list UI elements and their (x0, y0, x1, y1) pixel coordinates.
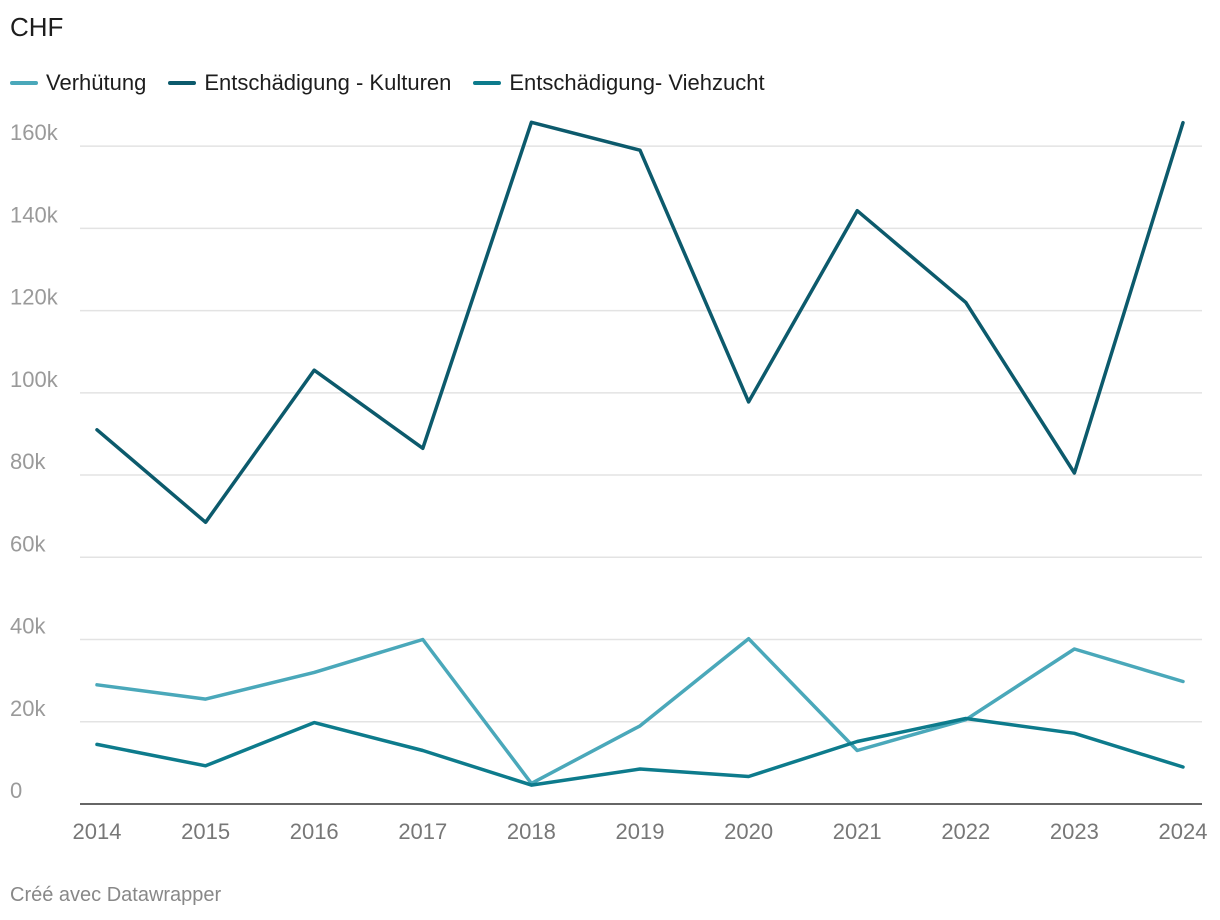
series-line-2 (95, 716, 1185, 787)
legend-item-viehzucht: Entschädigung- Viehzucht (473, 70, 765, 96)
legend-label-viehzucht: Entschädigung- Viehzucht (509, 70, 765, 95)
y-tick-label-40000: 40k (10, 614, 46, 639)
x-tick-label-2016: 2016 (290, 819, 339, 844)
legend-swatch-kulturen (168, 81, 197, 85)
y-tick-label-120000: 120k (10, 285, 59, 310)
x-tick-label-2024: 2024 (1159, 819, 1208, 844)
series-line-0 (95, 636, 1185, 786)
legend-item-kulturen: Entschädigung - Kulturen (168, 70, 451, 96)
x-tick-label-2015: 2015 (181, 819, 230, 844)
y-tick-label-20000: 20k (10, 696, 46, 721)
legend-label-verhutung: Verhütung (46, 70, 147, 95)
legend-item-verhutung: Verhütung (10, 70, 146, 96)
y-tick-label-140000: 140k (10, 202, 59, 227)
x-tick-label-2014: 2014 (73, 819, 122, 844)
x-tick-label-2017: 2017 (398, 819, 447, 844)
x-tick-label-2020: 2020 (724, 819, 773, 844)
y-tick-label-100000: 100k (10, 367, 59, 392)
legend-label-kulturen: Entschädigung - Kulturen (204, 70, 452, 95)
x-tick-label-2018: 2018 (507, 819, 556, 844)
chart-title: CHF (10, 12, 64, 42)
y-tick-label-0: 0 (10, 778, 22, 803)
x-tick-label-2023: 2023 (1050, 819, 1099, 844)
legend-swatch-viehzucht (473, 81, 502, 85)
x-tick-label-2019: 2019 (616, 819, 665, 844)
legend-swatch-verhutung (10, 81, 38, 85)
y-tick-label-160000: 160k (10, 120, 59, 145)
footer-credit: Créé avec Datawrapper (10, 884, 222, 906)
y-tick-label-80000: 80k (10, 449, 46, 474)
x-tick-label-2021: 2021 (833, 819, 882, 844)
x-tick-label-2022: 2022 (941, 819, 990, 844)
series-line-1 (95, 120, 1185, 525)
y-tick-label-60000: 60k (10, 531, 46, 556)
legend: Verhütung Entschädigung - Kulturen Entsc… (10, 70, 765, 96)
